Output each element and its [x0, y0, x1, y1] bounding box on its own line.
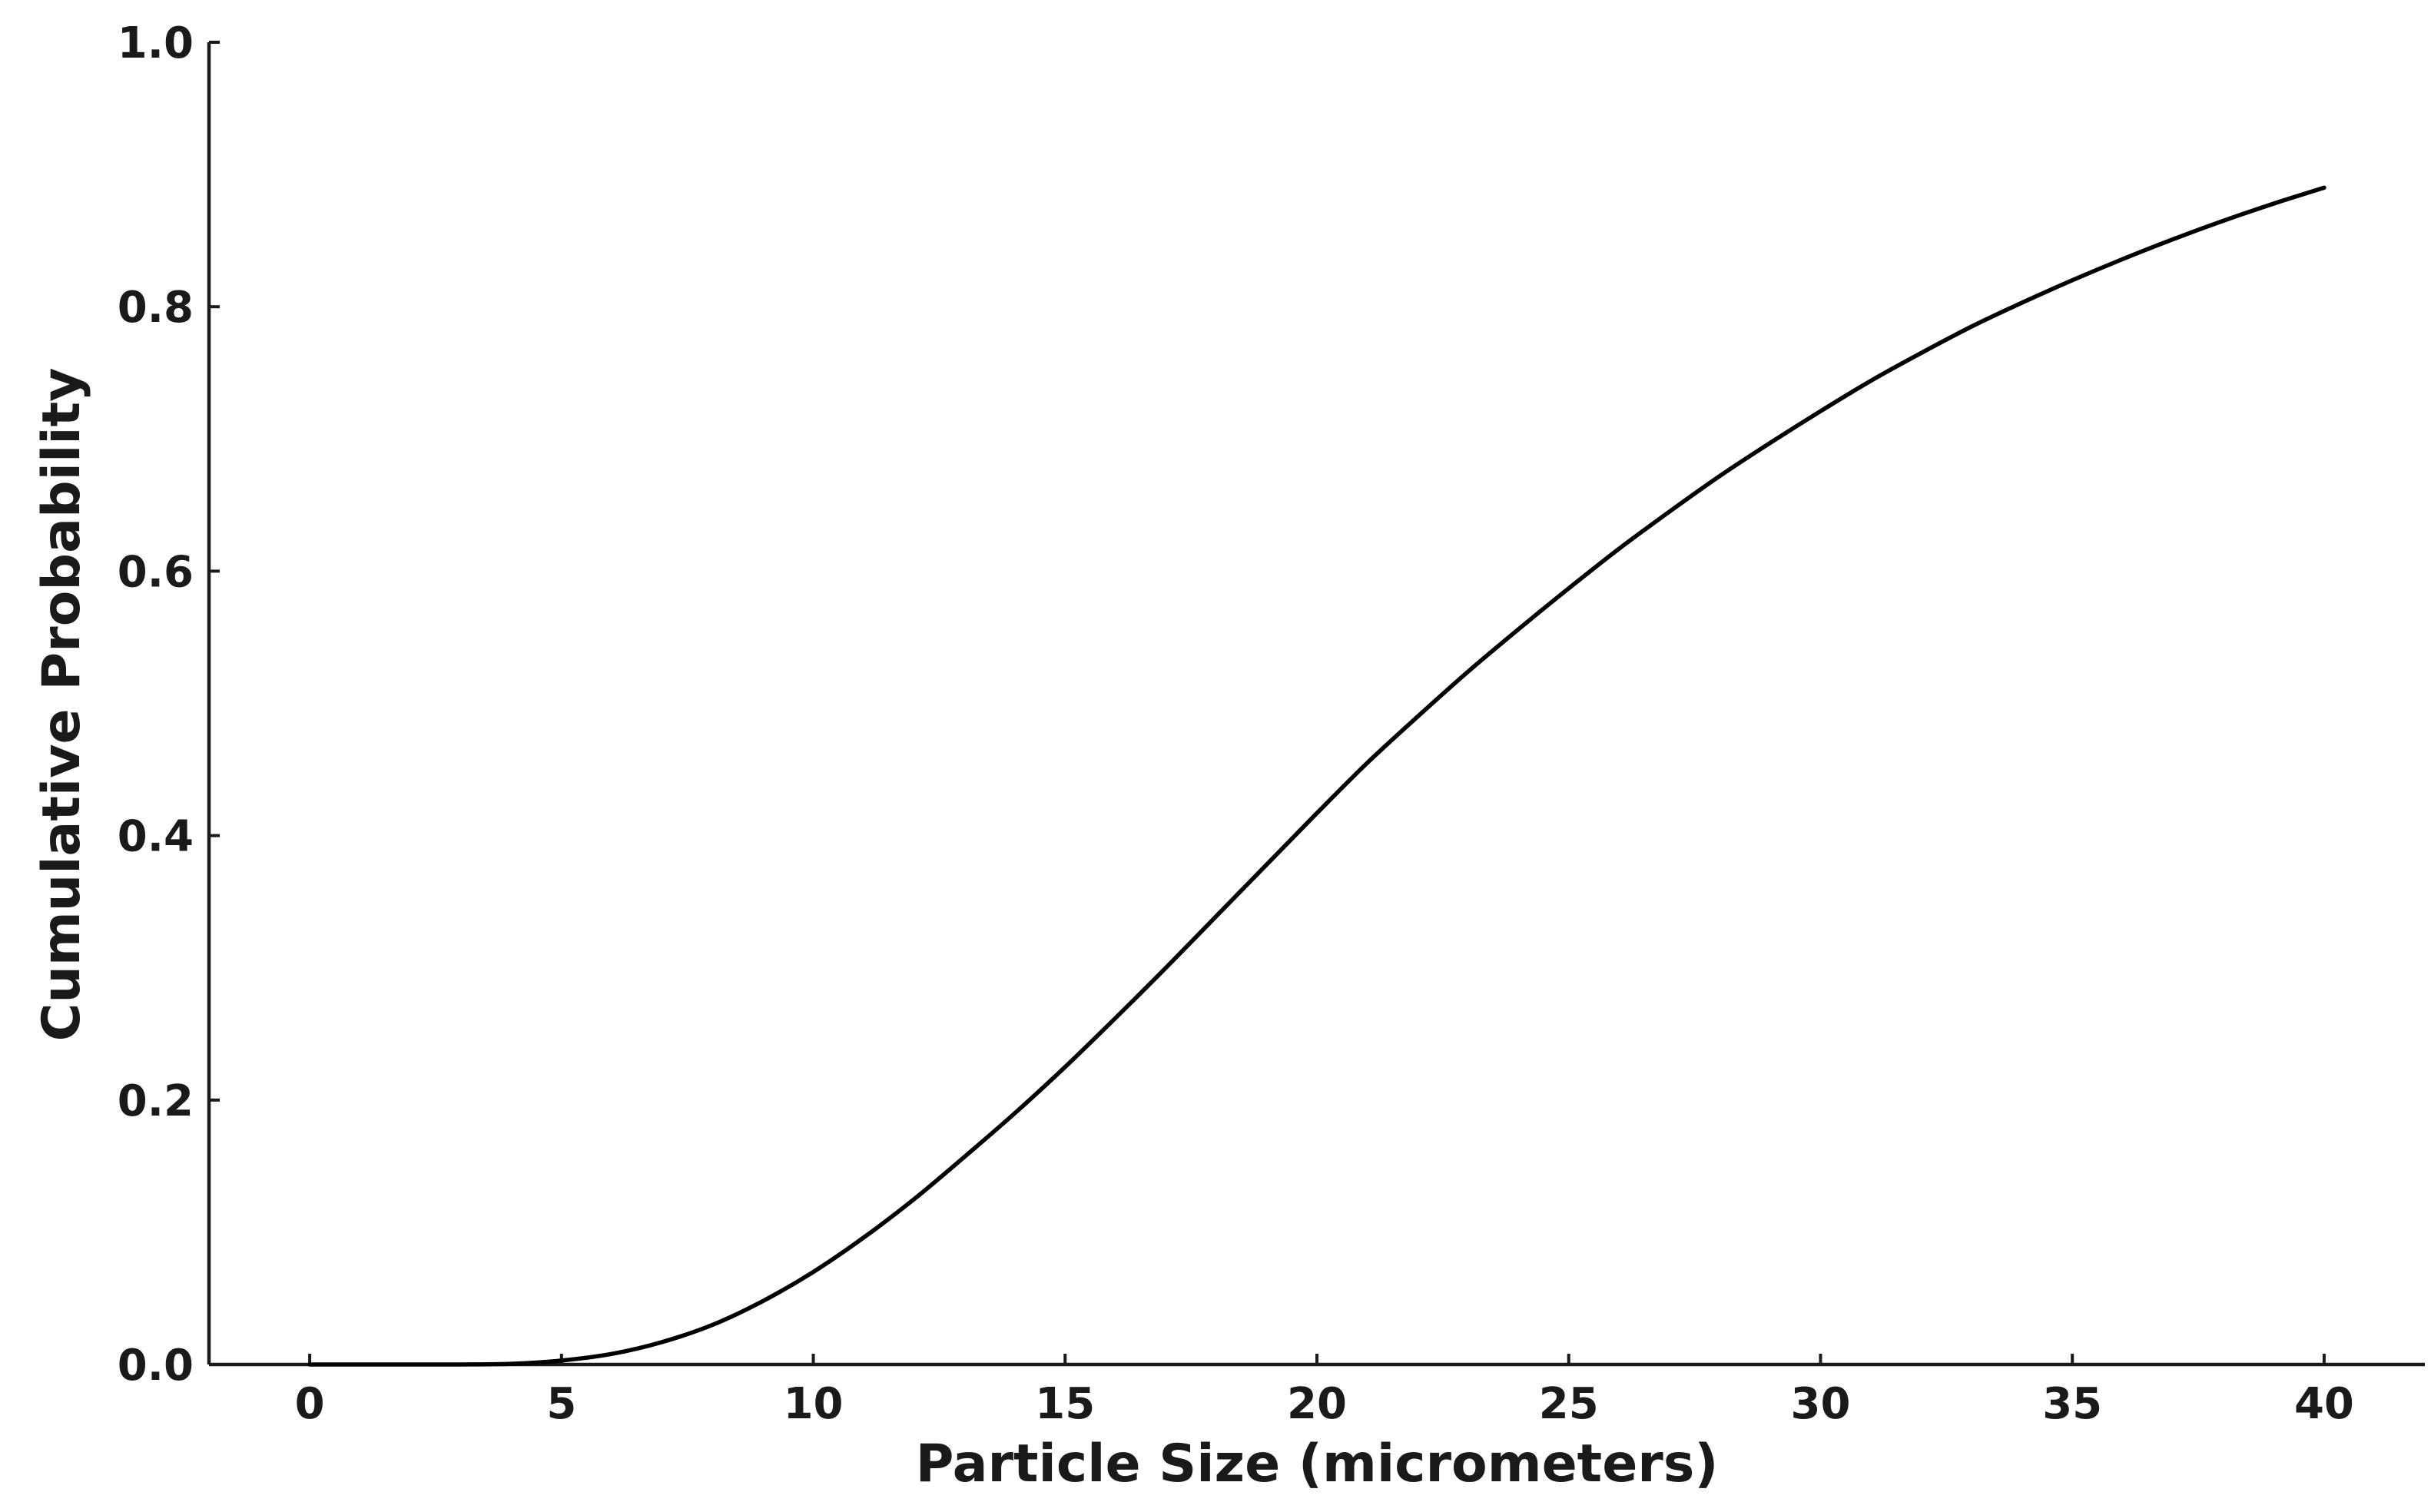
- x-tick-label: 5: [546, 1379, 576, 1429]
- y-tick-label: 0.6: [118, 547, 194, 597]
- x-tick-label: 25: [1539, 1379, 1599, 1429]
- y-tick-label: 0.8: [118, 283, 194, 333]
- x-tick-label: 15: [1035, 1379, 1095, 1429]
- y-tick-label: 1.0: [118, 18, 194, 68]
- x-tick-label: 35: [2042, 1379, 2102, 1429]
- x-tick-label: 20: [1287, 1379, 1347, 1429]
- y-axis-title: Cumulative Probability: [32, 368, 92, 1042]
- axes-layer: [207, 42, 2425, 1367]
- x-tick-label: 0: [295, 1379, 325, 1429]
- series-layer: [307, 185, 2327, 1367]
- y-tick-label: 0.4: [118, 812, 194, 862]
- x-tick-label: 30: [1790, 1379, 1850, 1429]
- y-tick-label: 0.2: [118, 1076, 194, 1126]
- x-tick-label: 40: [2294, 1379, 2354, 1429]
- ticks-layer: 0 5 10 15 20 25 30 35 40 0.0 0.2 0.4 0.6 0.8 1.0: [118, 18, 2354, 1429]
- x-axis-title: Particle Size (micrometers): [916, 1434, 1719, 1494]
- y-tick-label: 0.0: [118, 1341, 194, 1391]
- x-tick-label: 10: [784, 1379, 844, 1429]
- series-line-cumulative-probability: [307, 185, 2327, 1367]
